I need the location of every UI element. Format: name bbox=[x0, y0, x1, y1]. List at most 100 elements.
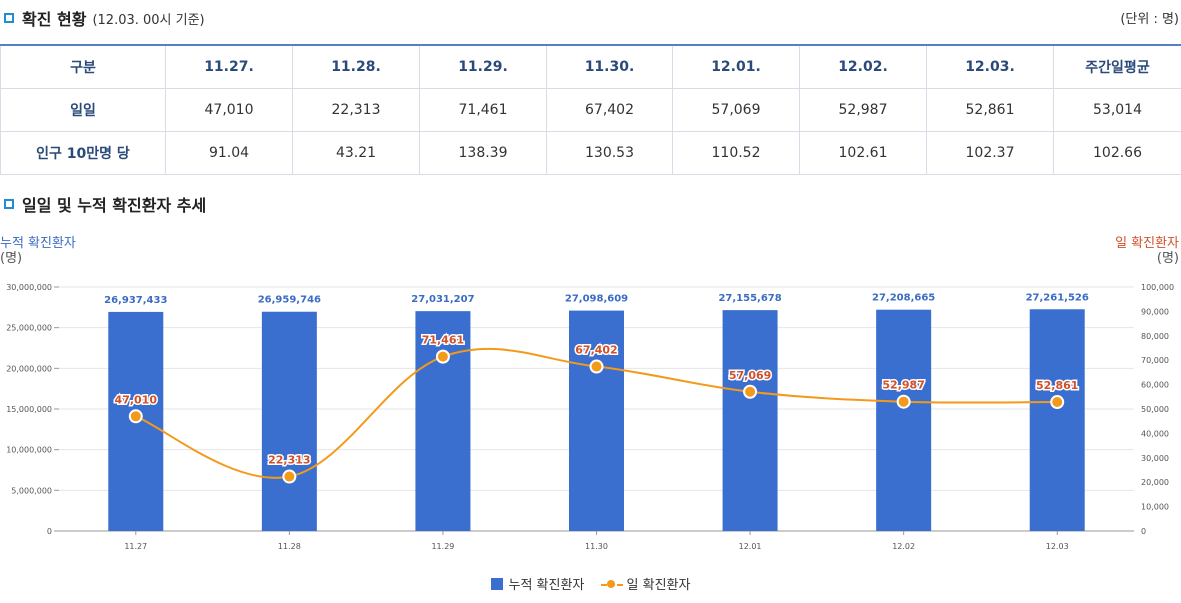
x-tick-label: 12.03 bbox=[1046, 542, 1069, 551]
bar bbox=[1029, 309, 1085, 531]
y-right-tick-label: 10,000 bbox=[1141, 503, 1169, 512]
y-right-tick-label: 70,000 bbox=[1141, 356, 1169, 365]
bar bbox=[261, 311, 317, 531]
row-label: 인구 10만명 당 bbox=[0, 131, 166, 175]
y-right-tick-label: 90,000 bbox=[1141, 307, 1169, 316]
table-cell: 102.37 bbox=[926, 131, 1054, 175]
right-axis-title: 일 확진환자 (명) bbox=[1115, 236, 1179, 266]
column-header: 11.27. bbox=[165, 44, 293, 89]
status-subtitle: (12.03. 00시 기준) bbox=[92, 12, 205, 28]
x-tick-label: 11.27 bbox=[124, 542, 147, 551]
line-data-label: 67,402 bbox=[575, 344, 617, 357]
line-point bbox=[896, 394, 911, 409]
y-right-tick-label: 20,000 bbox=[1141, 478, 1169, 487]
table-cell: 53,014 bbox=[1053, 88, 1181, 132]
y-right-tick-label: 50,000 bbox=[1141, 405, 1169, 414]
table-row: 인구 10만명 당 91.04 43.21 138.39 130.53 110.… bbox=[0, 131, 1181, 175]
bar-data-label: 27,098,609 bbox=[565, 294, 628, 305]
legend-line-swatch bbox=[600, 578, 623, 590]
table-cell: 57,069 bbox=[672, 88, 800, 132]
trend-title: 일일 및 누적 확진환자 추세 bbox=[22, 196, 207, 215]
line-point bbox=[128, 409, 143, 424]
column-header: 12.03. bbox=[926, 44, 1054, 89]
table-cell: 102.66 bbox=[1053, 131, 1181, 175]
column-header: 11.29. bbox=[419, 44, 547, 89]
line-point bbox=[282, 469, 297, 484]
bar-data-label: 27,031,207 bbox=[411, 294, 474, 305]
bar-data-label: 27,155,678 bbox=[718, 293, 781, 304]
left-axis-title: 누적 확진환자 (명) bbox=[0, 236, 76, 266]
left-axis-unit: (명) bbox=[0, 251, 23, 266]
status-section-title: 확진 현황 (12.03. 00시 기준) bbox=[4, 6, 205, 30]
column-header: 12.01. bbox=[672, 44, 800, 89]
y-right-tick-label: 0 bbox=[1141, 527, 1146, 536]
column-header: 11.30. bbox=[546, 44, 673, 89]
table-cell: 52,987 bbox=[799, 88, 927, 132]
y-right-tick-label: 60,000 bbox=[1141, 381, 1169, 390]
column-header: 구분 bbox=[0, 44, 166, 89]
x-tick-label: 11.30 bbox=[585, 542, 608, 551]
x-tick-label: 12.01 bbox=[739, 542, 762, 551]
right-axis-label: 일 확진환자 bbox=[1115, 236, 1179, 251]
y-left-tick-label: 15,000,000 bbox=[6, 405, 52, 414]
legend-label-cumulative: 누적 확진환자 bbox=[508, 578, 585, 593]
line-data-label: 57,069 bbox=[729, 369, 771, 382]
legend-item-daily[interactable]: 일 확진환자 bbox=[600, 574, 691, 593]
y-right-tick-label: 80,000 bbox=[1141, 332, 1169, 341]
x-tick-label: 11.28 bbox=[278, 542, 301, 551]
status-title: 확진 현황 bbox=[22, 10, 87, 29]
x-tick-label: 11.29 bbox=[431, 542, 454, 551]
bar-data-label: 27,208,665 bbox=[872, 293, 935, 304]
y-left-tick-label: 30,000,000 bbox=[6, 283, 52, 292]
x-tick-label: 12.02 bbox=[892, 542, 915, 551]
bar-data-label: 27,261,526 bbox=[1026, 292, 1089, 303]
table-cell: 130.53 bbox=[546, 131, 673, 175]
y-left-tick-label: 0 bbox=[47, 527, 52, 536]
table-header-row: 구분 11.27. 11.28. 11.29. 11.30. 12.01. 12… bbox=[0, 44, 1181, 89]
table-cell: 91.04 bbox=[165, 131, 293, 175]
bar bbox=[415, 311, 471, 531]
section-square-icon bbox=[4, 13, 14, 23]
column-header: 12.02. bbox=[799, 44, 927, 89]
legend-item-cumulative[interactable]: 누적 확진환자 bbox=[490, 574, 585, 593]
legend-bar-swatch bbox=[490, 577, 503, 590]
line-point bbox=[435, 349, 450, 364]
legend-label-daily: 일 확진환자 bbox=[626, 578, 691, 593]
y-left-tick-label: 5,000,000 bbox=[11, 486, 52, 495]
y-left-tick-label: 10,000,000 bbox=[6, 446, 52, 455]
stats-table: 구분 11.27. 11.28. 11.29. 11.30. 12.01. 12… bbox=[0, 44, 1181, 175]
right-axis-unit: (명) bbox=[1156, 251, 1179, 266]
y-right-tick-label: 30,000 bbox=[1141, 454, 1169, 463]
table-cell: 102.61 bbox=[799, 131, 927, 175]
line-data-label: 22,313 bbox=[268, 454, 310, 467]
line-point bbox=[743, 384, 758, 399]
chart-legend: 누적 확진환자 일 확진환자 bbox=[0, 574, 1181, 594]
table-cell: 22,313 bbox=[292, 88, 420, 132]
bar bbox=[569, 310, 624, 531]
bar-data-label: 26,937,433 bbox=[104, 295, 167, 306]
table-cell: 47,010 bbox=[165, 88, 293, 132]
bar bbox=[876, 309, 932, 531]
line-point bbox=[589, 359, 604, 374]
unit-label: (단위 : 명) bbox=[1120, 12, 1179, 27]
left-axis-label: 누적 확진환자 bbox=[0, 236, 76, 251]
section-square-icon bbox=[4, 199, 14, 209]
bar bbox=[722, 310, 778, 531]
y-left-tick-label: 20,000,000 bbox=[6, 364, 52, 373]
y-right-tick-label: 100,000 bbox=[1141, 283, 1174, 292]
line-data-label: 52,861 bbox=[1036, 379, 1078, 392]
table-cell: 43.21 bbox=[292, 131, 420, 175]
table-cell: 110.52 bbox=[672, 131, 800, 175]
y-left-tick-label: 25,000,000 bbox=[6, 324, 52, 333]
table-cell: 67,402 bbox=[546, 88, 673, 132]
y-right-tick-label: 40,000 bbox=[1141, 429, 1169, 438]
line-data-label: 47,010 bbox=[115, 393, 158, 406]
table-cell: 71,461 bbox=[419, 88, 547, 132]
table-cell: 138.39 bbox=[419, 131, 547, 175]
line-data-label: 52,987 bbox=[882, 379, 924, 392]
line-data-label: 71,461 bbox=[422, 334, 464, 347]
bar-data-label: 26,959,746 bbox=[258, 295, 321, 306]
column-header: 11.28. bbox=[292, 44, 420, 89]
column-header: 주간일평균 bbox=[1053, 44, 1181, 89]
